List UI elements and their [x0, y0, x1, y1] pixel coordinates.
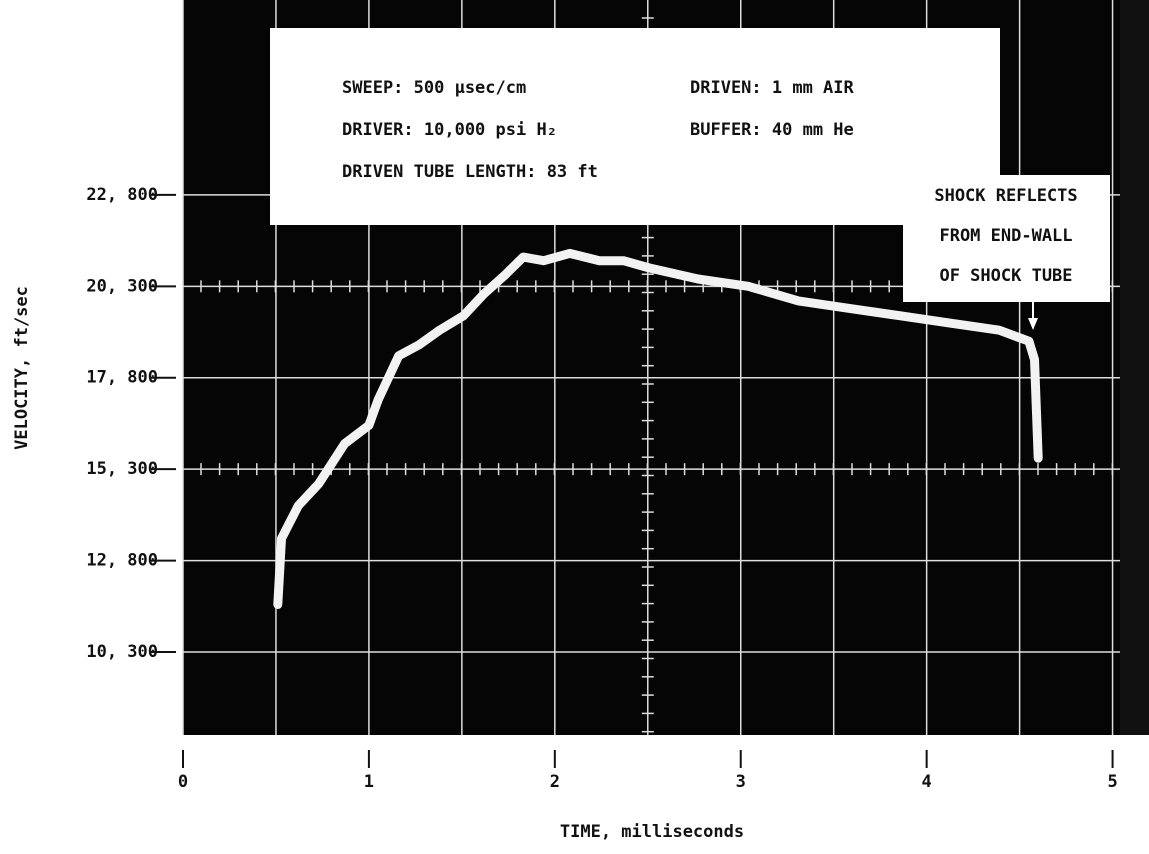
chart: SWEEP: 500 μsec/cm DRIVEN: 1 mm AIR DRIV… — [0, 0, 1149, 854]
y-tick-label: 17, 800 — [86, 368, 158, 388]
x-tick-label: 4 — [922, 772, 932, 792]
x-tick-label: 0 — [178, 772, 188, 792]
y-tick-label: 12, 800 — [86, 551, 158, 571]
y-tick-label: 10, 300 — [86, 642, 158, 662]
event-text: FROM END-WALL — [939, 226, 1072, 246]
settings-text: SWEEP: 500 μsec/cm — [342, 78, 526, 98]
settings-text: DRIVER: 10,000 psi H₂ — [342, 120, 557, 140]
plot-edge — [1120, 0, 1149, 735]
settings-text: BUFFER: 40 mm He — [690, 120, 854, 140]
y-tick-label: 20, 300 — [86, 276, 158, 296]
event-text: OF SHOCK TUBE — [939, 266, 1072, 286]
event-text: SHOCK REFLECTS — [934, 186, 1077, 206]
settings-text: DRIVEN: 1 mm AIR — [690, 78, 855, 98]
x-tick-label: 2 — [550, 772, 560, 792]
settings-text: DRIVEN TUBE LENGTH: 83 ft — [342, 162, 598, 182]
x-axis-label: TIME, milliseconds — [560, 822, 744, 842]
x-tick-label: 5 — [1107, 772, 1117, 792]
y-tick-label: 22, 800 — [86, 185, 158, 205]
x-tick-label: 1 — [364, 772, 374, 792]
x-tick-label: 3 — [736, 772, 746, 792]
y-axis-label: VELOCITY, ft/sec — [12, 286, 32, 450]
page: SWEEP: 500 μsec/cm DRIVEN: 1 mm AIR DRIV… — [0, 0, 1149, 854]
y-tick-label: 15, 300 — [86, 459, 158, 479]
